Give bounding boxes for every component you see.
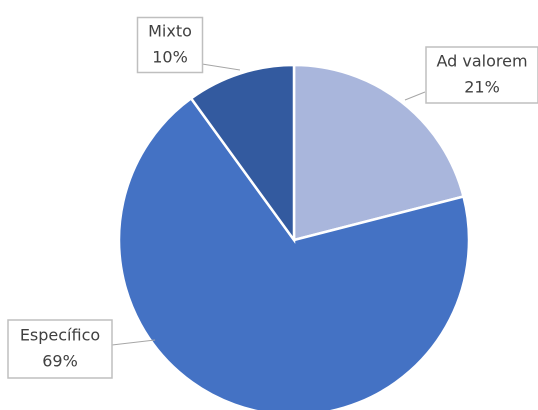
label-box	[7, 319, 113, 379]
category-label: Mixto	[148, 22, 192, 41]
pie-slice	[189, 63, 296, 244]
leader-line	[404, 91, 426, 101]
leader-line	[111, 339, 156, 346]
category-label: Específico	[20, 326, 100, 345]
pie-slice	[292, 63, 466, 242]
value-label: 21%	[464, 78, 500, 97]
value-label: 69%	[42, 352, 78, 371]
label-box	[425, 46, 538, 104]
leader-line	[201, 63, 241, 71]
value-label: 10%	[152, 48, 188, 67]
pie-slice	[117, 96, 471, 410]
category-label: Ad valorem	[436, 52, 527, 71]
label-box	[136, 16, 204, 74]
